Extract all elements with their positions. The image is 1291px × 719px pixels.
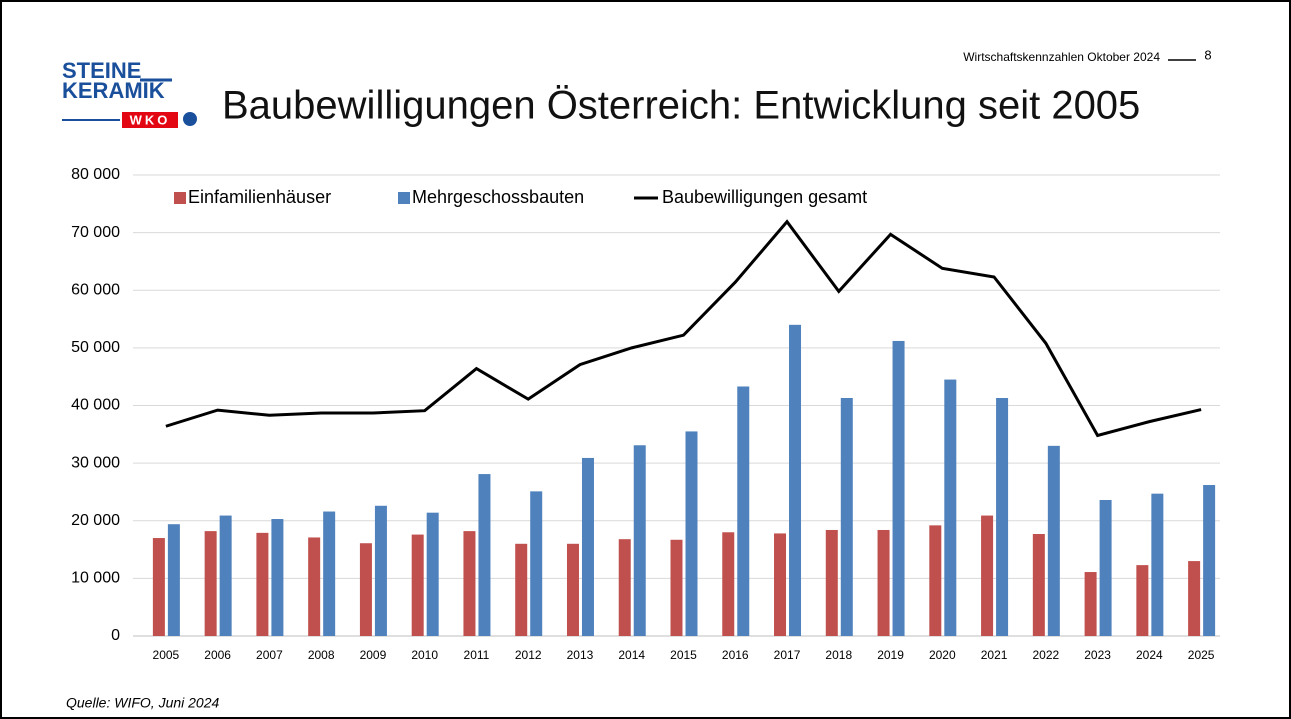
- bar: [515, 543, 528, 636]
- legend-swatch: [398, 192, 410, 204]
- x-tick-label: 2015: [670, 648, 697, 662]
- caption: Wirtschaftskennzahlen Oktober 2024: [963, 50, 1160, 64]
- bar: [892, 340, 905, 636]
- bar: [204, 531, 217, 636]
- chart-title: Baubewilligungen Österreich: Entwicklung…: [222, 84, 1140, 128]
- bar: [566, 543, 579, 636]
- y-tick-label: 70 000: [71, 224, 120, 241]
- bar: [1151, 493, 1164, 636]
- bar: [996, 398, 1009, 636]
- x-tick-label: 2016: [722, 648, 749, 662]
- logo: STEINE KERAMIK WKO: [62, 58, 197, 128]
- logo-text: STEINE: [62, 58, 141, 83]
- x-tick-label: 2021: [981, 648, 1008, 662]
- bar: [323, 511, 336, 636]
- bar: [737, 386, 750, 636]
- bar: [825, 529, 838, 636]
- x-tick-label: 2014: [618, 648, 645, 662]
- x-tick-label: 2024: [1136, 648, 1163, 662]
- bar: [374, 505, 387, 636]
- x-tick-label: 2022: [1032, 648, 1059, 662]
- legend-label: Mehrgeschossbauten: [412, 187, 584, 207]
- x-tick-label: 2013: [567, 648, 594, 662]
- bar: [981, 515, 994, 636]
- x-tick-label: 2023: [1084, 648, 1111, 662]
- bar: [1203, 485, 1216, 636]
- bar: [359, 543, 372, 636]
- bar: [219, 515, 232, 636]
- x-tick-label: 2010: [411, 648, 438, 662]
- x-tick-label: 2025: [1188, 648, 1215, 662]
- bar: [271, 519, 284, 636]
- y-tick-label: 50 000: [71, 339, 120, 356]
- bar: [1047, 445, 1060, 636]
- bar: [1032, 534, 1045, 636]
- bar: [167, 524, 180, 636]
- bar: [722, 532, 735, 636]
- x-tick-label: 2011: [464, 648, 490, 662]
- logo-icon: [183, 112, 197, 126]
- x-tick-label: 2017: [774, 648, 801, 662]
- x-tick-label: 2020: [929, 648, 956, 662]
- line: [165, 219, 1202, 438]
- legend-label: Einfamilienhäuser: [188, 187, 331, 207]
- y-tick-label: 20 000: [71, 512, 120, 529]
- logo-text: WKO: [130, 112, 171, 127]
- y-tick-label: 10 000: [71, 570, 120, 587]
- bar: [426, 512, 439, 636]
- y-tick-label: 80 000: [71, 166, 120, 183]
- x-tick-label: 2008: [308, 648, 335, 662]
- bar: [685, 431, 698, 636]
- bar: [944, 379, 957, 636]
- bar: [1136, 565, 1149, 636]
- logo-box: [122, 112, 178, 128]
- bar: [929, 525, 942, 636]
- bar: [670, 539, 683, 636]
- x-tick-label: 2009: [360, 648, 387, 662]
- x-tick-label: 2006: [204, 648, 231, 662]
- bar: [877, 529, 890, 636]
- bar: [618, 539, 631, 636]
- legend-label: Baubewilligungen gesamt: [662, 187, 867, 207]
- x-tick-label: 2005: [153, 648, 180, 662]
- logo-text: KERAMIK: [62, 78, 165, 103]
- bar: [152, 538, 165, 636]
- bar: [789, 324, 802, 636]
- bar: [530, 491, 543, 636]
- y-tick-label: 0: [111, 627, 120, 644]
- source: Quelle: WIFO, Juni 2024: [66, 695, 220, 711]
- bar: [774, 533, 787, 636]
- y-tick-label: 30 000: [71, 454, 120, 471]
- bar: [1099, 500, 1112, 636]
- bar: [478, 474, 491, 636]
- bar: [1084, 572, 1097, 636]
- bar: [1188, 561, 1201, 636]
- bar: [840, 398, 853, 636]
- legend-swatch: [174, 192, 186, 204]
- x-tick-label: 2018: [825, 648, 852, 662]
- y-tick-label: 60 000: [71, 281, 120, 298]
- bar: [256, 532, 269, 636]
- bar: [411, 534, 424, 636]
- bar: [581, 457, 594, 636]
- bar: [308, 537, 321, 636]
- x-tick-label: 2007: [256, 648, 283, 662]
- y-tick-label: 40 000: [71, 397, 120, 414]
- x-tick-label: 2012: [515, 648, 542, 662]
- bar: [463, 531, 476, 636]
- bar: [633, 445, 646, 636]
- x-tick-label: 2019: [877, 648, 904, 662]
- page-number: 8: [1204, 47, 1211, 62]
